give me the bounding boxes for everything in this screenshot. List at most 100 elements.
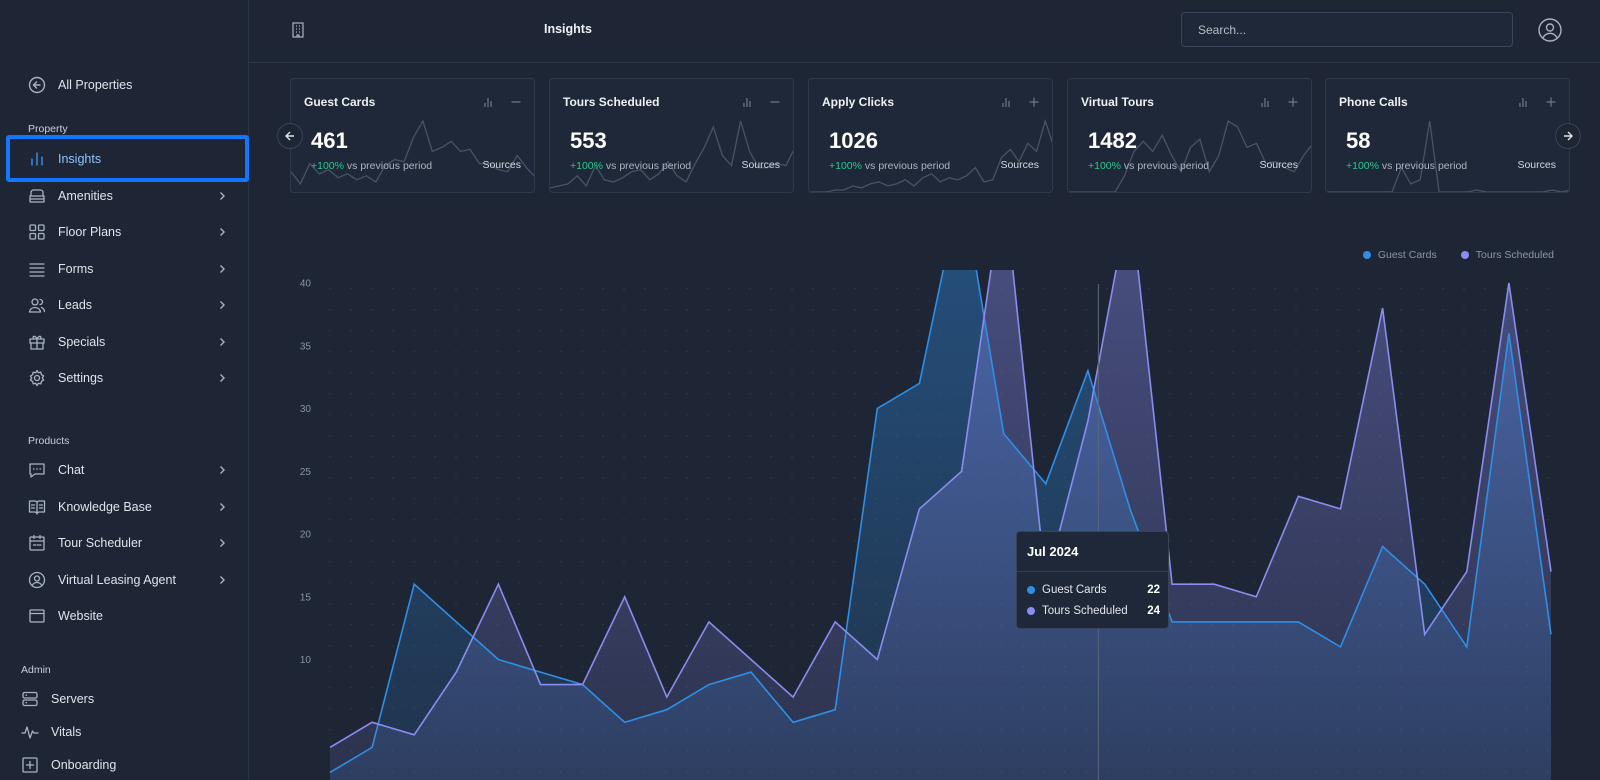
metric-card-phone-calls[interactable]: Phone Calls 58 +100% vs previous period Sou…: [1325, 78, 1570, 193]
delta-text: vs previous period: [1381, 160, 1468, 172]
sidebar-item-servers[interactable]: Servers: [21, 685, 221, 713]
plus-icon[interactable]: [1545, 95, 1557, 107]
chevron-right-icon: [216, 299, 228, 311]
sidebar-item-insights[interactable]: Insights: [28, 145, 228, 173]
minus-icon[interactable]: [510, 95, 522, 107]
chevron-right-icon: [216, 537, 228, 549]
sparkline: [809, 118, 1052, 192]
sources-link[interactable]: Sources: [482, 159, 521, 171]
card-delta: +100% vs previous period: [1346, 160, 1467, 172]
metric-card-apply-clicks[interactable]: Apply Clicks 1026 +100% vs previous period…: [808, 78, 1053, 193]
y-tick-label: 25: [300, 467, 312, 478]
sidebar-item-label: Amenities: [58, 188, 113, 203]
all-properties-link[interactable]: All Properties: [28, 71, 228, 99]
tooltip-row-label: Tours Scheduled: [1042, 605, 1128, 617]
y-tick-label: 20: [300, 530, 312, 541]
delta-percent: +100%: [1088, 160, 1121, 172]
sparkline: [550, 120, 793, 189]
y-tick-label: 30: [300, 404, 312, 415]
sidebar-item-label: Onboarding: [51, 758, 117, 772]
search-input[interactable]: [1181, 12, 1513, 47]
top-header: Insights: [249, 0, 1600, 63]
sidebar-item-onboarding[interactable]: Onboarding: [21, 751, 221, 779]
active-item-highlight: [6, 135, 249, 182]
bar-chart-icon[interactable]: [1259, 95, 1271, 107]
card-value: 58: [1346, 128, 1371, 153]
sidebar-item-specials[interactable]: Specials: [28, 328, 228, 356]
metric-card-guest-cards[interactable]: Guest Cards 461 +100% vs previous period So…: [290, 78, 535, 193]
sparkline: [1068, 119, 1311, 192]
sources-link[interactable]: Sources: [741, 159, 780, 171]
all-properties-label: All Properties: [58, 78, 133, 92]
sparkline: [291, 119, 534, 186]
delta-percent: +100%: [570, 160, 603, 172]
tooltip-row-value: 24: [1147, 605, 1160, 617]
chart-tooltip: Jul 2024 Guest Cards 22 Tours Scheduled …: [1016, 531, 1169, 629]
cards-prev-button[interactable]: [277, 123, 303, 149]
legend-item-guest-cards[interactable]: Guest Cards: [1362, 249, 1437, 261]
card-delta: +100% vs previous period: [829, 160, 950, 172]
sidebar-item-amenities[interactable]: Amenities: [28, 182, 228, 210]
card-delta: +100% vs previous period: [570, 160, 691, 172]
chevron-right-icon: [216, 263, 228, 275]
sidebar-item-label: Website: [58, 609, 103, 623]
plus-icon[interactable]: [1028, 95, 1040, 107]
sidebar-item-settings[interactable]: Settings: [28, 364, 228, 392]
sparkline-path: [291, 119, 534, 186]
sources-link[interactable]: Sources: [1000, 159, 1039, 171]
building-icon[interactable]: [291, 22, 305, 38]
sources-link[interactable]: Sources: [1259, 159, 1298, 171]
chat-icon: [28, 461, 46, 479]
plus-icon[interactable]: [1287, 95, 1299, 107]
legend-item-tours-scheduled[interactable]: Tours Scheduled: [1460, 249, 1554, 261]
sidebar-item-chat[interactable]: Chat: [28, 456, 228, 484]
sidebar-item-tour-scheduler[interactable]: Tour Scheduler: [28, 529, 228, 557]
cards-next-button[interactable]: [1555, 123, 1581, 149]
bar-chart-icon[interactable]: [741, 95, 753, 107]
tooltip-row-tours-scheduled: Tours Scheduled 24: [1027, 605, 1160, 617]
sidebar: All Properties Property Insights Amenitie…: [0, 0, 249, 780]
sources-link[interactable]: Sources: [1517, 159, 1556, 171]
bar-chart-icon[interactable]: [1517, 95, 1529, 107]
card-value: 1482: [1088, 128, 1137, 153]
tooltip-row-guest-cards: Guest Cards 22: [1027, 584, 1160, 596]
bar-chart-icon[interactable]: [482, 95, 494, 107]
calendar-icon: [28, 534, 46, 552]
user-circle-icon[interactable]: [1538, 18, 1562, 42]
sidebar-item-floor-plans[interactable]: Floor Plans: [28, 218, 228, 246]
sidebar-item-label: Chat: [58, 463, 85, 477]
card-title: Phone Calls: [1339, 95, 1408, 109]
sidebar-item-knowledge-base[interactable]: Knowledge Base: [28, 493, 228, 521]
legend-label: Tours Scheduled: [1475, 249, 1554, 261]
minus-icon[interactable]: [769, 95, 781, 107]
main-area-chart[interactable]: 1015202530354045: [249, 270, 1600, 780]
sidebar-item-leads[interactable]: Leads: [28, 291, 228, 319]
delta-text: vs previous period: [864, 160, 951, 172]
sidebar-item-website[interactable]: Website: [28, 602, 228, 630]
tooltip-dot: [1027, 586, 1035, 594]
grid-icon: [28, 223, 46, 241]
legend-dot: [1362, 251, 1371, 259]
sidebar-item-vitals[interactable]: Vitals: [21, 718, 221, 746]
sidebar-item-label: Servers: [51, 692, 95, 706]
tooltip-title: Jul 2024: [1027, 544, 1079, 559]
gift-icon: [28, 333, 46, 351]
y-tick-label: 10: [300, 655, 312, 666]
agent-icon: [28, 571, 46, 589]
delta-percent: +100%: [311, 160, 344, 172]
metric-card-virtual-tours[interactable]: Virtual Tours 1482 +100% vs previous perio…: [1067, 78, 1312, 193]
sidebar-item-label: Leads: [58, 298, 93, 312]
card-value: 553: [570, 128, 607, 153]
bar-chart-icon[interactable]: [1000, 95, 1012, 107]
sidebar-item-virtual-leasing-agent[interactable]: Virtual Leasing Agent: [28, 566, 228, 594]
card-value: 1026: [829, 128, 878, 153]
sidebar-item-forms[interactable]: Forms: [28, 255, 228, 283]
legend-dot: [1460, 251, 1469, 259]
property-section-label: Property: [28, 123, 68, 135]
sidebar-item-label: Knowledge Base: [58, 499, 152, 514]
gear-icon: [28, 369, 46, 387]
sidebar-item-label: Forms: [58, 261, 94, 276]
card-delta: +100% vs previous period: [311, 160, 432, 172]
metric-card-tours-scheduled[interactable]: Tours Scheduled 553 +100% vs previous peri…: [549, 78, 794, 193]
chevron-right-icon: [216, 574, 228, 586]
